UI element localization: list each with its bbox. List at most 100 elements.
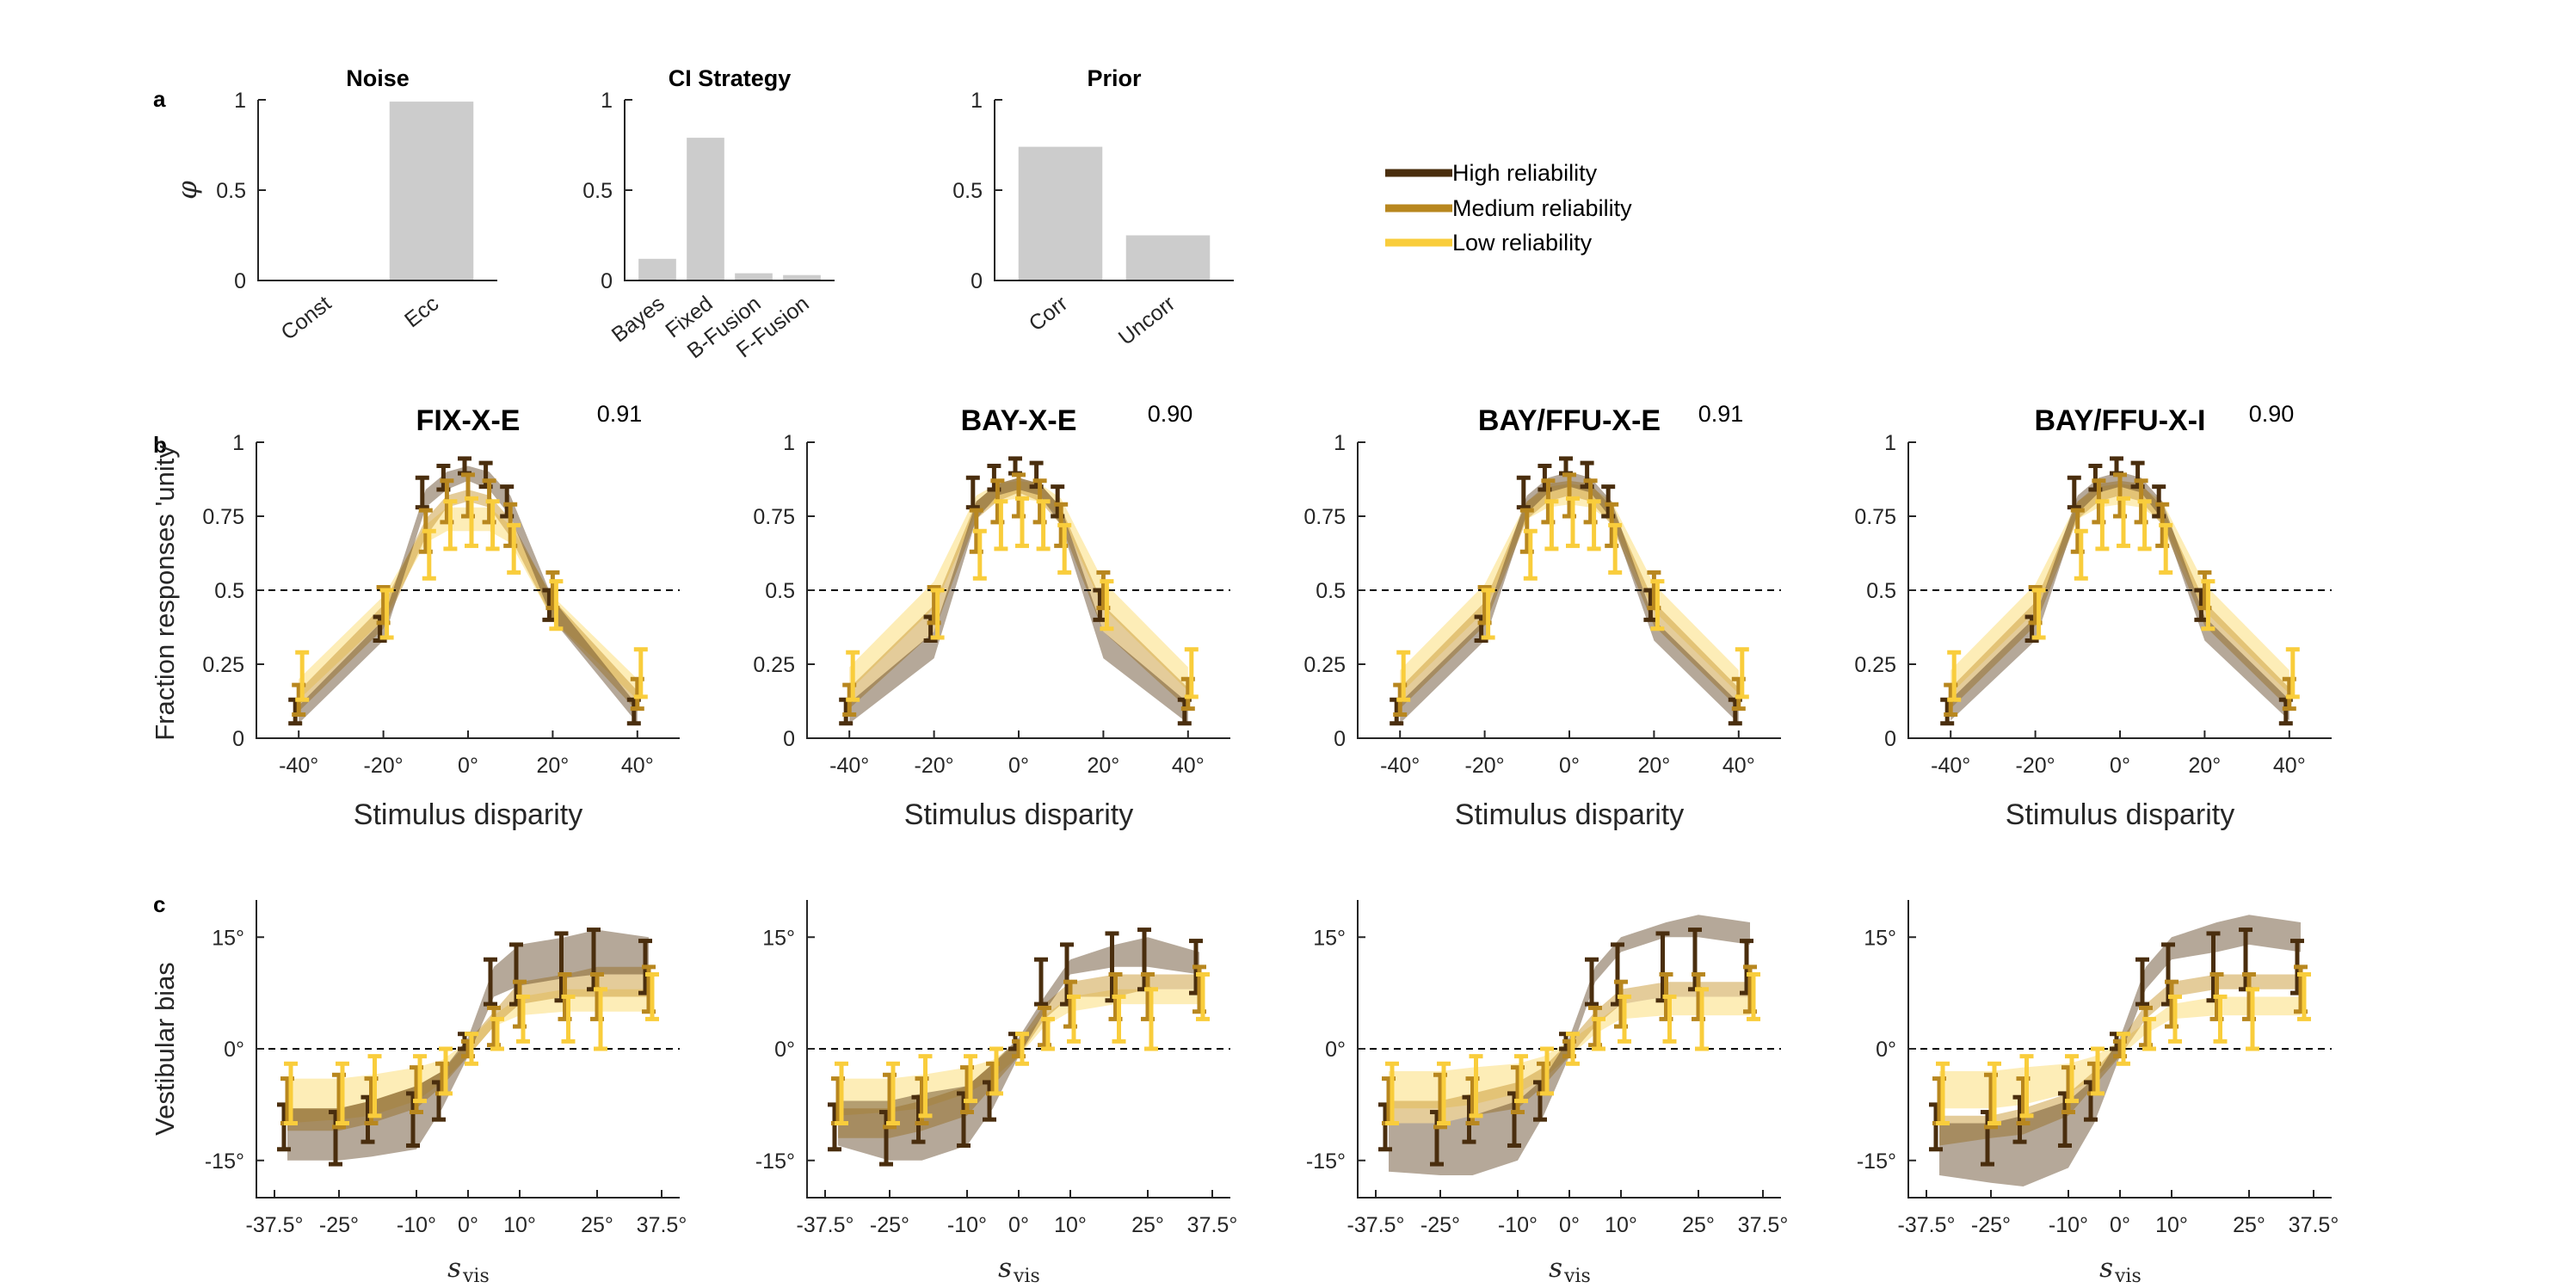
- xtick-label: -40°: [279, 754, 318, 778]
- xtick-label: 20°: [1637, 754, 1670, 778]
- ytick-label: 1: [1334, 431, 1346, 455]
- errorbar-low: [972, 528, 987, 581]
- errorbar-low: [1544, 499, 1559, 552]
- errorbar-low: [1514, 1054, 1528, 1104]
- xtick-label: 25°: [1131, 1213, 1164, 1237]
- errorbar-low: [2019, 1054, 2034, 1119]
- legend-item-medium: Medium reliability: [1385, 195, 1632, 221]
- errorbar-low: [422, 528, 436, 581]
- axis-lines: [806, 900, 1230, 1199]
- errorbar-low: [2137, 499, 2152, 552]
- xlabel: s: [447, 1253, 461, 1284]
- errorbar-low: [633, 647, 648, 699]
- xtick-label: 37.5°: [637, 1213, 687, 1237]
- ytick-label: 0.25: [753, 653, 795, 677]
- model-score: 0.91: [1698, 401, 1744, 427]
- model-score: 0.90: [1148, 401, 1193, 427]
- ytick-label: 1: [232, 431, 244, 455]
- ytick-label: 0°: [774, 1038, 795, 1062]
- errorbar-low: [930, 588, 945, 640]
- bar-b-fusion: [735, 273, 773, 280]
- errorbar-low: [1695, 987, 1709, 1051]
- errorbar-low: [1196, 972, 1210, 1021]
- legend-item-low: Low reliability: [1385, 230, 1593, 256]
- model-score: 0.91: [597, 401, 643, 427]
- errorbar-low: [284, 1061, 298, 1125]
- xtick-label: 20°: [536, 754, 569, 778]
- errorbar-low: [1015, 496, 1029, 548]
- ytick-label: 15°: [1313, 926, 1346, 950]
- errorbar-low: [1650, 579, 1665, 632]
- chart-title: BAY/FFU-X-E: [1478, 404, 1661, 437]
- bias-3: -15° 0° 15° -37.5° -25° -10° 0° 10° 25° 37.5° s vis: [1306, 900, 1788, 1287]
- xtick-label: 37.5°: [1738, 1213, 1789, 1237]
- errorbar-low: [1057, 522, 1072, 575]
- errorbar-low: [918, 1054, 933, 1119]
- ytick-label: 0.5: [1316, 579, 1346, 603]
- chart-title: BAY/FFU-X-I: [2035, 404, 2206, 437]
- xtick-label: 25°: [1682, 1213, 1715, 1237]
- ylabel: Fraction responses 'unity': [150, 440, 180, 741]
- model-score: 0.90: [2249, 401, 2295, 427]
- errorbar-low: [846, 650, 860, 702]
- ytick-label: 1: [1884, 431, 1896, 455]
- xlabel-subscript: vis: [2114, 1266, 2142, 1287]
- errorbar-low: [2074, 528, 2088, 581]
- ytick-label: 0.5: [214, 579, 244, 603]
- errorbar-low: [490, 1016, 504, 1051]
- xtick-label: -40°: [1931, 754, 1970, 778]
- xtick-label: -20°: [2016, 754, 2055, 778]
- model-band-medium: [1939, 974, 2301, 1146]
- ytick-label: 0.75: [202, 505, 244, 529]
- xtick-label: -40°: [829, 754, 869, 778]
- ytick-label: 0: [234, 269, 246, 293]
- xtick-label: -25°: [1971, 1213, 2011, 1237]
- xtick-label: 20°: [2188, 754, 2221, 778]
- errorbar-low: [1015, 1032, 1029, 1066]
- xtick-label: -20°: [1465, 754, 1505, 778]
- bar-ecc: [389, 102, 474, 280]
- errorbar-low: [2159, 522, 2173, 575]
- errorbar-low: [1936, 1061, 1950, 1125]
- errorbar-low: [1566, 1032, 1580, 1066]
- errorbar-high: [415, 475, 429, 510]
- xtick-label: 0°: [2110, 754, 2130, 778]
- axis-lines: [256, 900, 680, 1199]
- xtick-label: -20°: [364, 754, 404, 778]
- errorbar-low: [1184, 647, 1199, 699]
- errorbar-low: [1523, 528, 1538, 581]
- errorbar-low: [1385, 1061, 1399, 1125]
- ytick-label: 0°: [224, 1038, 244, 1062]
- errorbar-low: [1987, 1061, 2001, 1125]
- errorbar-low: [465, 1032, 478, 1066]
- xtick-label: 0°: [1008, 754, 1029, 778]
- panel-label-a: a: [153, 86, 166, 112]
- ytick-label: 0.25: [1854, 653, 1896, 677]
- errorbar-low: [989, 1046, 1003, 1096]
- ytick-label: -15°: [755, 1149, 795, 1174]
- errorbar-low: [645, 972, 659, 1021]
- xlabel: Stimulus disparity: [354, 798, 582, 831]
- xtick-label: -37.5°: [797, 1213, 854, 1237]
- xtick-label: 10°: [2155, 1213, 2188, 1237]
- errorbar-low: [1144, 987, 1158, 1051]
- chart-title: FIX-X-E: [416, 404, 521, 437]
- xtick-label: -37.5°: [1347, 1213, 1405, 1237]
- errorbar-low: [379, 588, 394, 640]
- axis-lines: [1907, 900, 2332, 1199]
- errorbar-low: [1592, 1016, 1605, 1051]
- errorbar-low: [1947, 650, 1962, 702]
- xlabel: s: [998, 1253, 1012, 1284]
- errorbar-low: [485, 499, 500, 552]
- ytick-label: 0.25: [1303, 653, 1346, 677]
- xtick-label: 40°: [1722, 754, 1755, 778]
- xlabel: Stimulus disparity: [1455, 798, 1684, 831]
- xlabel: s: [1549, 1253, 1562, 1284]
- errorbar-high: [1585, 957, 1599, 1007]
- chart-title: CI Strategy: [669, 65, 792, 91]
- errorbar-low: [507, 522, 521, 575]
- ytick-label: 0.5: [1866, 579, 1896, 603]
- legend-label-high: High reliability: [1452, 160, 1598, 186]
- errorbar-low: [1100, 579, 1114, 632]
